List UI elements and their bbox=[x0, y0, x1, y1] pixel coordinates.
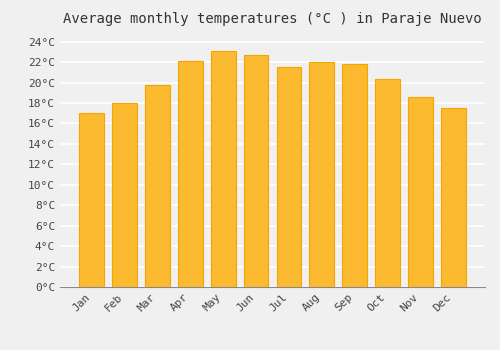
Bar bbox=[376, 78, 400, 287]
Bar bbox=[441, 108, 466, 287]
Bar bbox=[112, 103, 137, 287]
Bar bbox=[145, 85, 170, 287]
Bar bbox=[80, 113, 104, 287]
Bar bbox=[178, 61, 203, 287]
Bar bbox=[310, 62, 334, 287]
Bar bbox=[276, 67, 301, 287]
Bar bbox=[342, 64, 367, 287]
Title: Average monthly temperatures (°C ) in Paraje Nuevo: Average monthly temperatures (°C ) in Pa… bbox=[63, 12, 482, 26]
Bar bbox=[244, 55, 268, 287]
Bar bbox=[211, 51, 236, 287]
Bar bbox=[408, 97, 433, 287]
